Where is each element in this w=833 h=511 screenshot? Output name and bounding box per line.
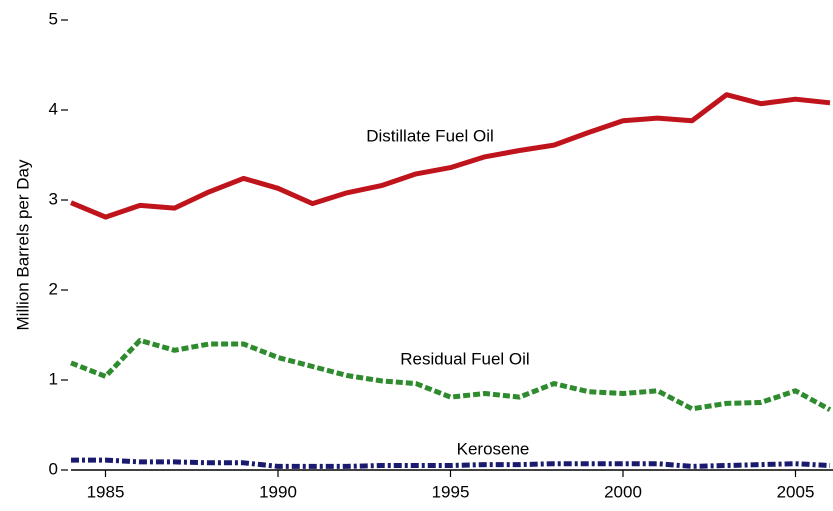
y-tick-label: 5 [49, 9, 58, 28]
series-label: Residual Fuel Oil [400, 349, 529, 368]
x-tick-label: 1985 [87, 482, 125, 501]
series-line [71, 457, 831, 469]
y-tick-label: 0 [49, 459, 58, 478]
series-label: Kerosene [457, 439, 530, 458]
y-tick-label: 3 [49, 189, 58, 208]
x-tick-label: 1995 [432, 482, 470, 501]
x-tick-label: 1990 [259, 482, 297, 501]
y-tick-label: 2 [49, 279, 58, 298]
y-tick-label: 4 [49, 99, 58, 118]
y-axis-label: Million Barrels per Day [13, 159, 32, 330]
series-line [70, 337, 832, 412]
y-tick-label: 1 [49, 369, 58, 388]
x-tick-label: 2000 [604, 482, 642, 501]
series-line [70, 92, 831, 220]
series-label: Distillate Fuel Oil [366, 126, 494, 145]
x-tick-label: 2005 [777, 482, 815, 501]
